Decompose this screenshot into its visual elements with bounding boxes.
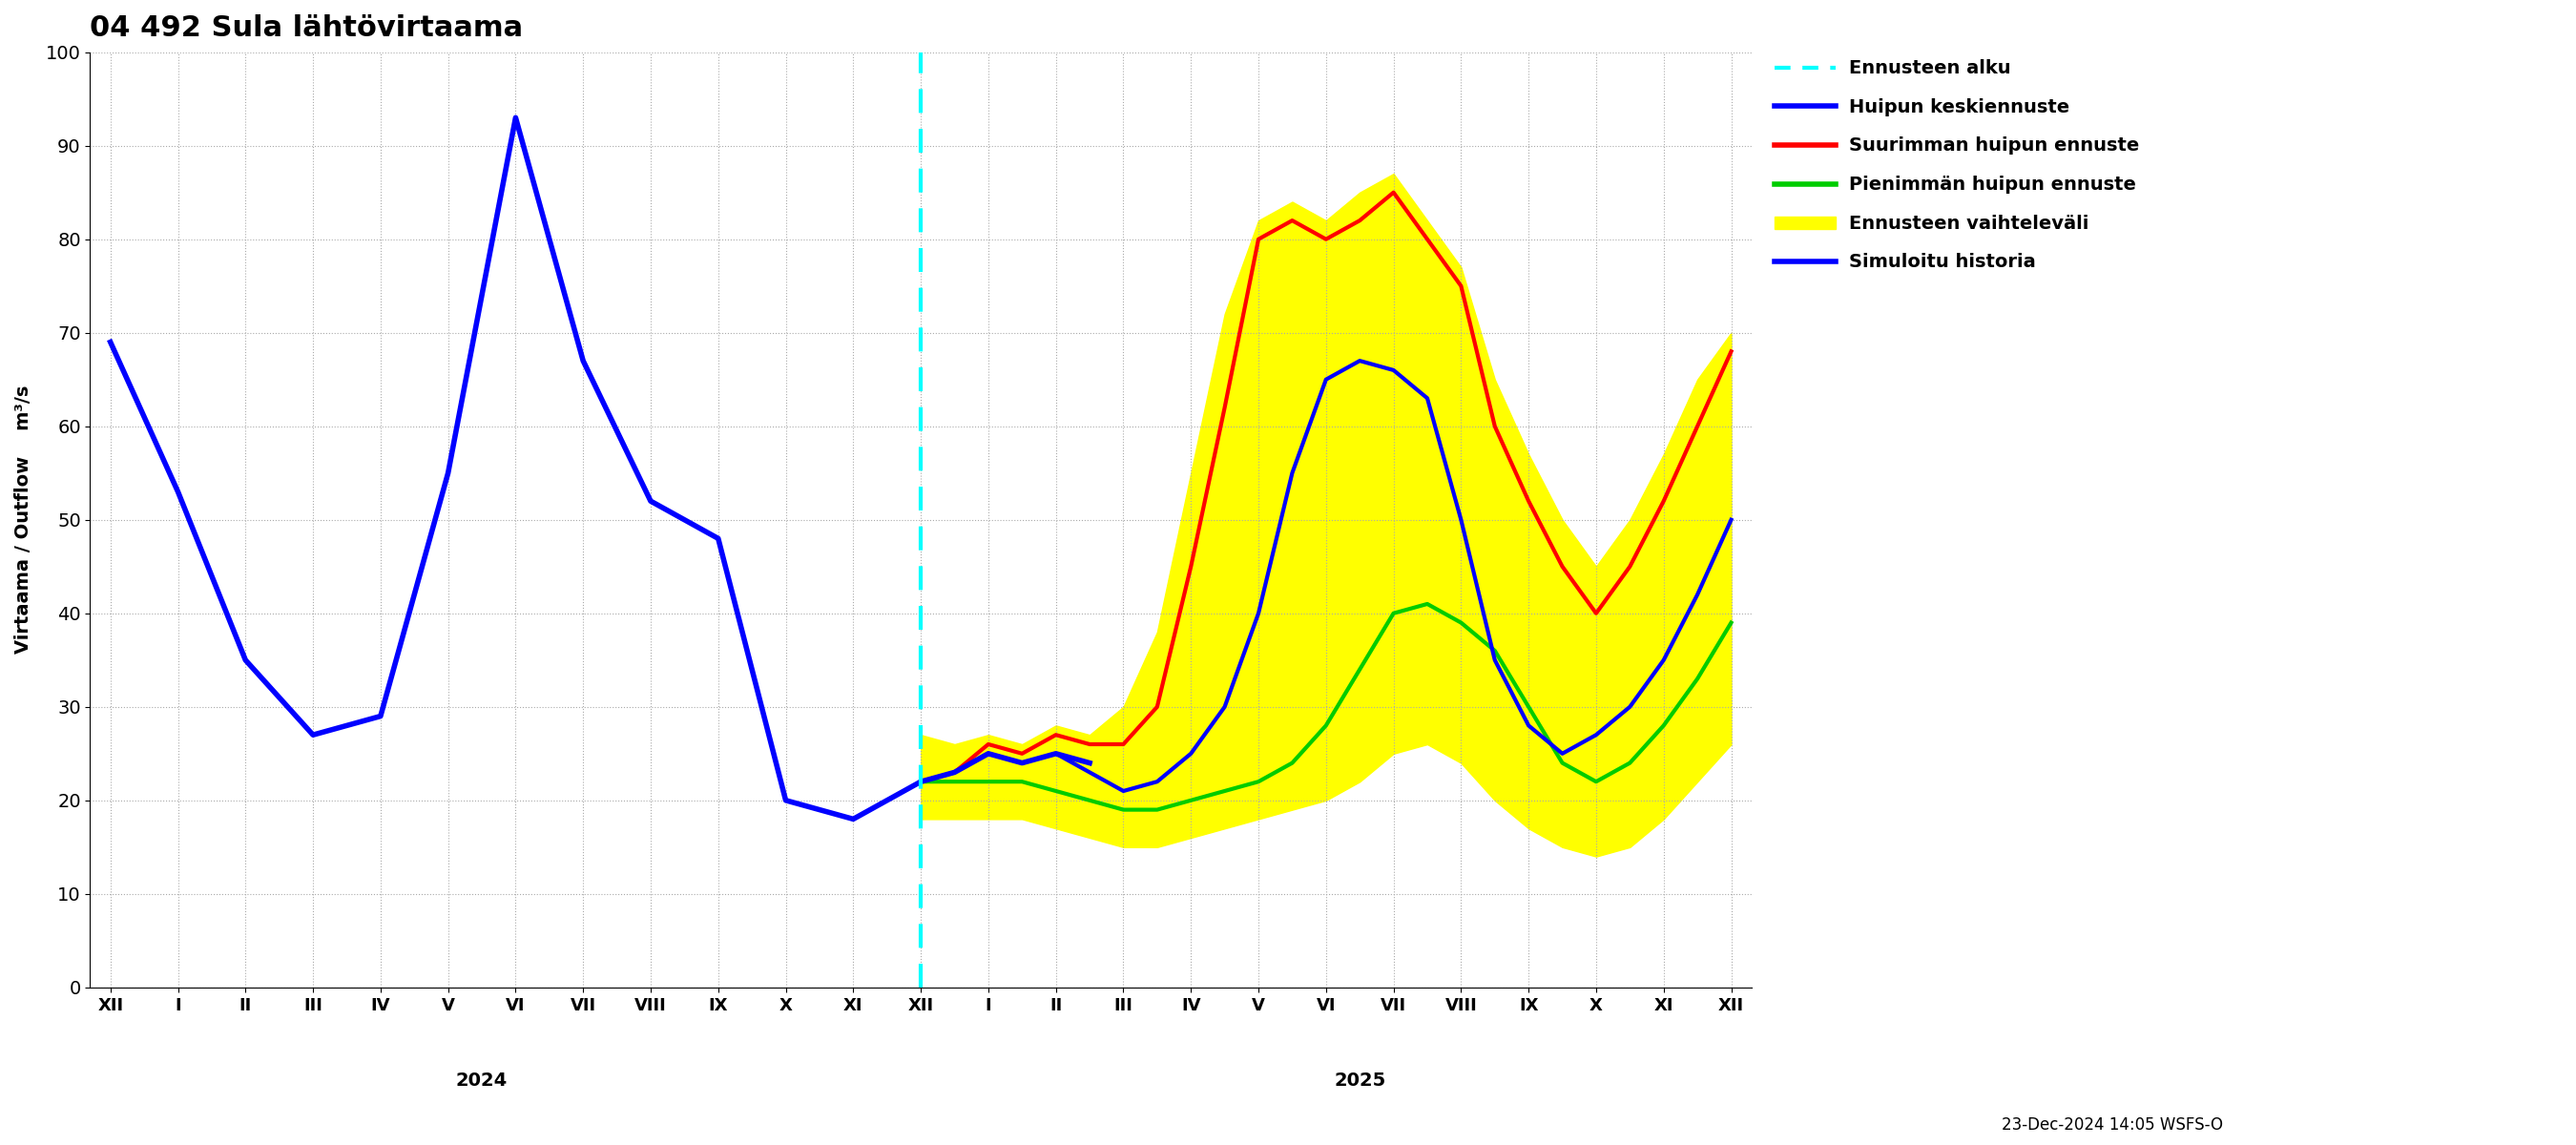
Text: 23-Dec-2024 14:05 WSFS-O: 23-Dec-2024 14:05 WSFS-O (2002, 1116, 2223, 1134)
Text: 2025: 2025 (1334, 1072, 1386, 1090)
Text: 2024: 2024 (456, 1072, 507, 1090)
Y-axis label: Virtaama / Outflow    m³/s: Virtaama / Outflow m³/s (15, 386, 33, 654)
Legend: Ennusteen alku, Huipun keskiennuste, Suurimman huipun ennuste, Pienimmän huipun : Ennusteen alku, Huipun keskiennuste, Suu… (1767, 53, 2146, 278)
Text: 04 492 Sula lähtövirtaama: 04 492 Sula lähtövirtaama (90, 14, 523, 42)
